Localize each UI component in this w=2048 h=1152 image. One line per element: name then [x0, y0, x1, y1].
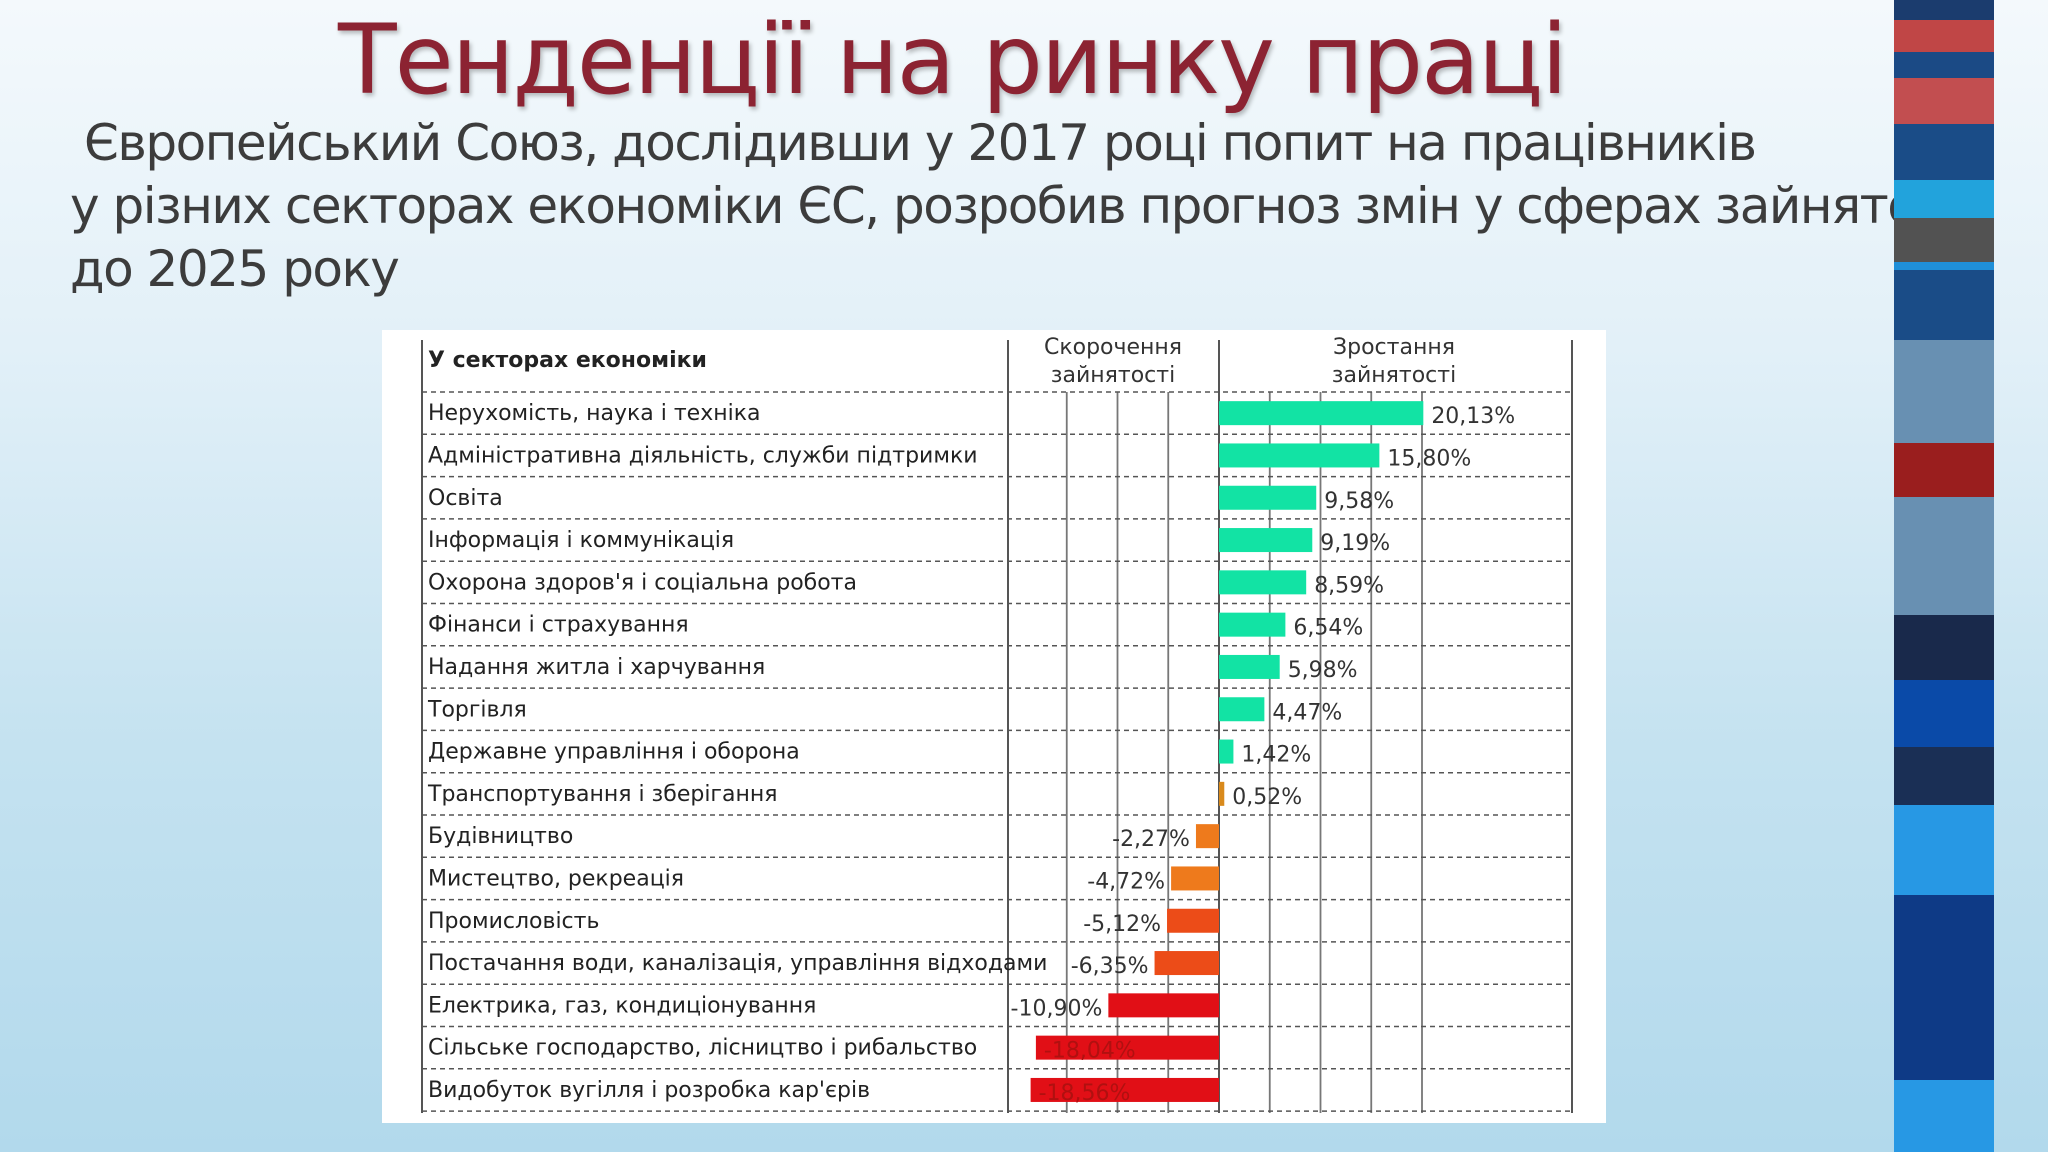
chart-category-label: Інформація і коммунікація — [428, 528, 734, 553]
chart-bar — [1195, 824, 1219, 849]
chart-category-label: Промисловість — [428, 909, 599, 934]
chart-value-label: 20,13% — [1431, 404, 1515, 429]
decor-stripe — [1894, 78, 1994, 124]
chart-category-label: Нерухомість, наука і техніка — [428, 401, 761, 426]
chart-category-label: Електрика, газ, кондиціонування — [428, 993, 816, 1018]
chart-bar — [1030, 1077, 1219, 1102]
decorative-stripes — [1894, 0, 1994, 1152]
chart-value-label: 5,98% — [1288, 658, 1358, 683]
subtitle-line-2: у різних секторах економіки ЄС, розробив… — [70, 177, 1984, 235]
chart-category-label: Торгівля — [427, 697, 527, 722]
chart-value-label: 9,58% — [1324, 489, 1394, 514]
chart-category-label: Державне управління і оборона — [428, 740, 800, 765]
chart-bar — [1219, 781, 1225, 806]
decor-stripe — [1894, 124, 1994, 180]
chart-positive-header: Зростання — [1333, 335, 1455, 360]
chart-bar — [1219, 528, 1313, 553]
decor-stripe — [1894, 497, 1994, 615]
chart-bar — [1171, 866, 1219, 891]
decor-stripe — [1894, 1080, 1994, 1152]
chart-value-label: 1,42% — [1241, 743, 1311, 768]
chart-category-label: Фінанси і страхування — [428, 613, 689, 638]
chart-bar — [1219, 654, 1280, 679]
chart-category-label: Освіта — [428, 486, 503, 511]
chart-bar — [1219, 570, 1307, 595]
chart-bar — [1219, 612, 1286, 637]
chart-category-label: Надання житла і харчування — [428, 655, 765, 680]
chart-value-label: -5,12% — [1083, 912, 1161, 937]
chart-value-label: -2,27% — [1112, 827, 1190, 852]
chart-value-label: 6,54% — [1293, 616, 1363, 641]
chart-value-label: -18,56% — [1039, 1081, 1131, 1106]
slide-title: Тенденції на ринку праці — [338, 4, 1568, 116]
chart-category-label: Постачання води, каналізація, управління… — [428, 951, 1047, 976]
decor-stripe — [1894, 895, 1994, 1080]
chart-category-label: Мистецтво, рекреація — [428, 866, 684, 891]
chart-bar — [1219, 401, 1424, 426]
chart-category-label: Адміністративна діяльність, служби підтр… — [428, 443, 978, 468]
chart-value-label: 8,59% — [1314, 573, 1384, 598]
decor-stripe — [1894, 20, 1994, 52]
slide-subtitle: Європейський Союз, дослідивши у 2017 роц… — [70, 112, 1984, 301]
chart-value-label: 4,47% — [1272, 700, 1342, 725]
decor-stripe — [1894, 270, 1994, 340]
chart-bar — [1219, 697, 1265, 722]
decor-stripe — [1894, 262, 1994, 270]
decor-stripe — [1894, 443, 1994, 497]
chart-panel: У секторах економіки Скорочення зайнятості… — [382, 330, 1606, 1123]
chart-category-label: Будівництво — [428, 824, 573, 849]
decor-stripe — [1894, 680, 1994, 747]
chart-category-label: Транспортування і зберігання — [427, 782, 777, 807]
subtitle-line-1: Європейський Союз, дослідивши у 2017 роц… — [84, 114, 1757, 172]
chart-value-label: -10,90% — [1011, 996, 1103, 1021]
chart-value-label: 9,19% — [1320, 531, 1390, 556]
chart-bar — [1108, 993, 1219, 1018]
decor-stripe — [1894, 747, 1994, 805]
decor-stripe — [1894, 180, 1994, 218]
chart-value-label: -18,04% — [1044, 1039, 1136, 1064]
chart-value-label: -6,35% — [1071, 954, 1149, 979]
chart-category-label: Видобуток вугілля і розробка кар'єрів — [428, 1078, 870, 1103]
decor-stripe — [1894, 218, 1994, 262]
chart-negative-header: Скорочення — [1044, 335, 1182, 360]
chart-bar — [1219, 739, 1234, 764]
chart-bar — [1167, 908, 1219, 933]
subtitle-line-3: до 2025 року — [70, 240, 400, 298]
employment-change-chart: У секторах економіки Скорочення зайнятості… — [421, 335, 1573, 1113]
chart-positive-header: зайнятості — [1332, 363, 1456, 388]
decor-stripe — [1894, 52, 1994, 78]
chart-bar — [1035, 1035, 1219, 1060]
chart-categories-header: У секторах економіки — [428, 348, 707, 373]
chart-category-label: Сільське господарство, лісництво і рибал… — [428, 1036, 977, 1061]
chart-bar — [1219, 485, 1317, 510]
decor-stripe — [1894, 340, 1994, 443]
chart-negative-header: зайнятості — [1051, 363, 1175, 388]
decor-stripe — [1894, 0, 1994, 20]
chart-value-label: 15,80% — [1387, 446, 1471, 471]
chart-category-label: Охорона здоров'я і соціальна робота — [428, 570, 857, 595]
decor-stripe — [1894, 805, 1994, 895]
chart-value-label: -4,72% — [1087, 869, 1165, 894]
decor-stripe — [1894, 615, 1994, 680]
chart-bar — [1154, 951, 1219, 976]
chart-bar — [1219, 443, 1380, 468]
chart-value-label: 0,52% — [1232, 785, 1302, 810]
